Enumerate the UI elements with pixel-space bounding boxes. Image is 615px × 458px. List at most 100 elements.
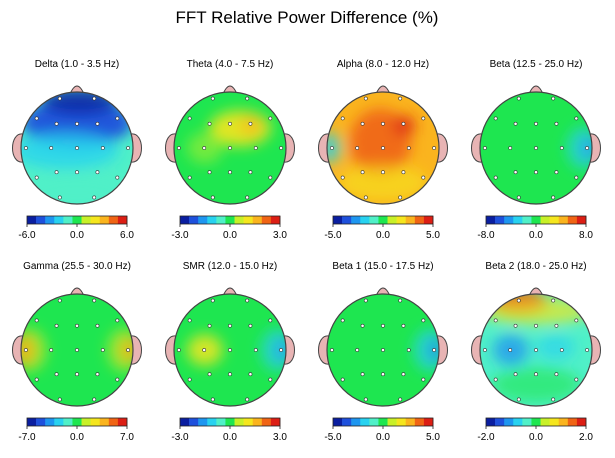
electrode-F7 xyxy=(187,318,192,323)
colorbar: -6.0 0.0 6.0 xyxy=(18,215,134,241)
electrode-O1 xyxy=(210,397,215,402)
colorbar-segment xyxy=(423,216,434,224)
topomap-panel-smr: SMR (12.0 - 15.0 Hz) -3.0 0.0 3.0 xyxy=(165,261,295,443)
electrode-F3 xyxy=(207,121,212,126)
colorbar-segment xyxy=(90,216,101,224)
electrode-P3 xyxy=(54,170,59,175)
electrode-T5 xyxy=(34,377,39,382)
colorbar-segment xyxy=(243,216,254,224)
colorbar-tick-min: -7.0 xyxy=(18,432,36,443)
colorbar-tick-min: -3.0 xyxy=(171,230,189,241)
electrode-Fp2 xyxy=(245,298,250,303)
panel-title: SMR (12.0 - 15.0 Hz) xyxy=(183,261,277,272)
electrode-Pz xyxy=(75,372,79,377)
colorbar-tick-mid: 0.0 xyxy=(223,432,237,443)
electrode-F3 xyxy=(207,323,212,328)
topomap-panel-alpha: Alpha (8.0 - 12.0 Hz) -5.0 0.0 5.0 xyxy=(318,59,448,241)
colorbar-tick-max: 7.0 xyxy=(120,432,134,443)
electrode-Fp1 xyxy=(210,96,215,101)
electrode-T3 xyxy=(330,146,334,150)
colorbar-segment xyxy=(387,418,397,426)
colorbar-segment xyxy=(27,216,37,224)
electrode-F4 xyxy=(95,121,100,126)
electrode-P4 xyxy=(554,170,559,175)
head-outline xyxy=(20,91,134,205)
electrode-C4 xyxy=(253,348,258,352)
electrode-Fz xyxy=(228,121,232,126)
colorbar-tick-min: -3.0 xyxy=(171,432,189,443)
electrode-C4 xyxy=(559,146,564,150)
colorbar-tick-mid: 0.0 xyxy=(70,230,84,241)
colorbar-tick-min: -5.0 xyxy=(324,432,342,443)
electrode-F8 xyxy=(574,116,579,121)
colorbar-segment xyxy=(216,216,226,224)
colorbar-tick-mid: 0.0 xyxy=(376,230,390,241)
colorbar-segment xyxy=(567,418,578,426)
topomap-panel-gamma: Gamma (25.5 - 30.0 Hz) -7.0 0.0 7.0 xyxy=(12,261,142,443)
electrode-T6 xyxy=(268,377,273,382)
electrode-T6 xyxy=(115,175,120,180)
electrode-F8 xyxy=(115,318,120,323)
electrode-Fp2 xyxy=(92,298,97,303)
colorbar-segment xyxy=(99,418,110,426)
colorbar-segment xyxy=(225,216,235,224)
electrode-Fp1 xyxy=(57,96,62,101)
colorbar-segment xyxy=(189,418,199,426)
colorbar-segment xyxy=(378,418,388,426)
head-outline xyxy=(479,91,593,205)
colorbar-segment xyxy=(504,418,514,426)
electrode-O1 xyxy=(363,195,368,200)
electrode-T5 xyxy=(493,377,498,382)
electrode-T4 xyxy=(126,348,130,352)
colorbar: -5.0 0.0 5.0 xyxy=(324,215,440,241)
colorbar-segment xyxy=(567,216,578,224)
electrode-Fp2 xyxy=(398,96,403,101)
electrode-O1 xyxy=(363,397,368,402)
electrode-Fz xyxy=(75,323,79,328)
panel-title: Delta (1.0 - 3.5 Hz) xyxy=(35,59,119,70)
electrode-C3 xyxy=(508,348,513,352)
electrode-T6 xyxy=(268,175,273,180)
electrode-P3 xyxy=(360,372,365,377)
topomap-panel-beta2: Beta 2 (18.0 - 25.0 Hz) -2.0 0.0 2.0 xyxy=(471,261,601,443)
head-outline xyxy=(326,293,440,407)
colorbar-segment xyxy=(495,216,505,224)
electrode-T4 xyxy=(585,348,589,352)
electrode-C4 xyxy=(100,146,105,150)
colorbar-tick-max: 8.0 xyxy=(579,230,593,241)
colorbar-segment xyxy=(531,216,541,224)
electrode-Fp1 xyxy=(363,298,368,303)
electrode-T3 xyxy=(483,348,487,352)
electrode-F7 xyxy=(34,318,39,323)
electrode-T3 xyxy=(177,146,181,150)
colorbar-segment xyxy=(54,216,64,224)
electrode-Pz xyxy=(75,170,79,175)
colorbar-tick-max: 3.0 xyxy=(273,230,287,241)
head-outline xyxy=(173,91,287,205)
colorbar-tick-max: 5.0 xyxy=(426,432,440,443)
head-outline xyxy=(479,293,593,407)
electrode-F4 xyxy=(401,323,406,328)
colorbar-segment xyxy=(549,216,560,224)
colorbar-segment xyxy=(252,216,263,224)
electrode-T4 xyxy=(432,348,436,352)
electrode-P3 xyxy=(54,372,59,377)
electrode-Fp2 xyxy=(551,298,556,303)
electrode-Fz xyxy=(75,121,79,126)
electrode-T6 xyxy=(574,377,579,382)
colorbar-segment xyxy=(405,216,416,224)
colorbar-segment xyxy=(396,418,407,426)
electrode-C4 xyxy=(559,348,564,352)
power-field xyxy=(174,294,286,406)
electrode-Cz xyxy=(75,348,79,352)
electrode-Fz xyxy=(534,323,538,328)
colorbar-segment xyxy=(423,418,434,426)
colorbar-segment xyxy=(261,216,272,224)
electrode-Pz xyxy=(228,372,232,377)
electrode-Pz xyxy=(381,170,385,175)
colorbar-tick-min: -8.0 xyxy=(477,230,495,241)
colorbar-segment xyxy=(117,418,128,426)
electrode-F8 xyxy=(268,318,273,323)
